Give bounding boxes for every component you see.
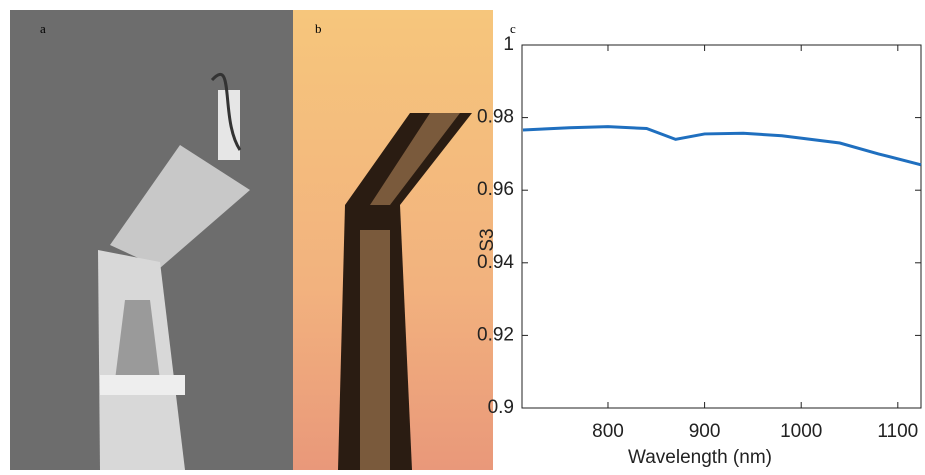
y-tick-label: 0.92	[477, 324, 514, 345]
panel-a-image	[10, 10, 293, 470]
x-tick-label: 900	[689, 421, 721, 442]
x-axis-label: Wavelength (nm)	[628, 447, 772, 468]
x-tick-label: 800	[592, 421, 624, 442]
data-line	[522, 125, 922, 167]
y-tick-label: 0.94	[477, 252, 514, 273]
y-tick-label: 0.98	[477, 107, 514, 128]
x-tick-label: 1100	[877, 421, 918, 442]
panel-label: b	[315, 21, 322, 36]
panel-label: c	[510, 21, 516, 36]
y-axis-label: S3	[477, 228, 498, 251]
panel-b-image	[293, 10, 493, 470]
plot-frame	[521, 44, 922, 409]
y-tick-label: 0.96	[477, 179, 514, 200]
panel-label: a	[40, 21, 46, 36]
y-tick-label: 0.9	[488, 397, 514, 418]
x-tick-label: 1000	[780, 421, 822, 442]
y-tick-label: 1	[503, 34, 514, 55]
